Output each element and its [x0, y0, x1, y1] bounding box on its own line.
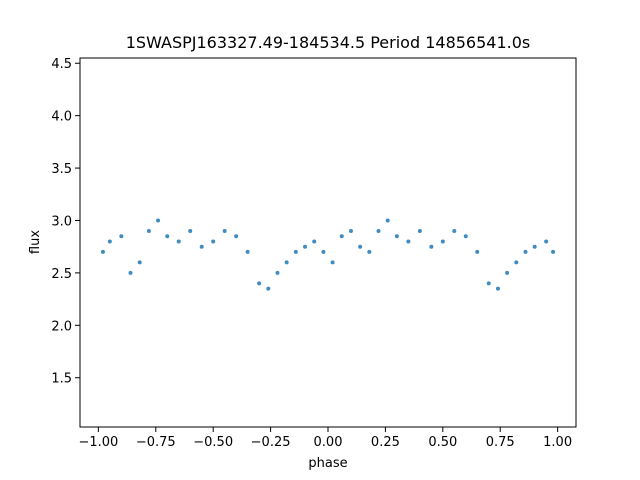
data-point: [176, 239, 181, 244]
x-tick-label: 0.25: [371, 435, 400, 450]
y-tick-label: 2.5: [51, 267, 72, 282]
x-tick-label: 0.00: [314, 435, 343, 450]
x-axis-label: phase: [308, 456, 347, 471]
data-point: [137, 260, 142, 265]
data-point: [199, 244, 204, 249]
x-tick-label: −0.75: [136, 435, 176, 450]
data-point: [119, 234, 124, 239]
x-tick-label: −0.25: [251, 435, 291, 450]
data-point: [188, 228, 193, 233]
data-point: [452, 228, 457, 233]
data-point: [475, 249, 480, 254]
data-point: [128, 270, 133, 275]
x-tick-label: 1.00: [543, 435, 572, 450]
x-tick-label: −1.00: [78, 435, 118, 450]
data-point: [505, 270, 510, 275]
data-point: [385, 218, 390, 223]
scatter-points: [100, 218, 556, 291]
data-point: [100, 249, 105, 254]
data-point: [275, 270, 280, 275]
y-tick-label: 2.0: [51, 319, 72, 334]
x-tick-label: 0.50: [428, 435, 457, 450]
data-point: [463, 234, 468, 239]
data-point: [348, 228, 353, 233]
data-point: [339, 234, 344, 239]
data-point: [245, 249, 250, 254]
data-point: [551, 249, 556, 254]
x-axis-ticks: −1.00 −0.75 −0.50 −0.25 0.00 0.25 0.50 0.75 1.00: [78, 427, 572, 450]
data-point: [165, 234, 170, 239]
data-point: [146, 228, 151, 233]
data-point: [222, 228, 227, 233]
data-point: [514, 260, 519, 265]
data-point: [293, 249, 298, 254]
data-point: [394, 234, 399, 239]
data-point: [406, 239, 411, 244]
data-point: [266, 286, 271, 291]
y-axis-label: flux: [28, 230, 43, 254]
y-tick-label: 1.5: [51, 372, 72, 387]
data-point: [486, 281, 491, 286]
y-tick-label: 3.0: [51, 214, 72, 229]
data-point: [211, 239, 216, 244]
y-axis-ticks: 1.5 2.0 2.5 3.0 3.5 4.0 4.5: [51, 57, 80, 387]
x-tick-label: −0.50: [193, 435, 233, 450]
data-point: [367, 249, 372, 254]
data-point: [234, 234, 239, 239]
y-tick-label: 4.0: [51, 110, 72, 125]
data-point: [358, 244, 363, 249]
data-point: [312, 239, 317, 244]
y-tick-label: 3.5: [51, 162, 72, 177]
data-point: [544, 239, 549, 244]
data-point: [523, 249, 528, 254]
chart-title: 1SWASPJ163327.49-184534.5 Period 1485654…: [126, 33, 531, 52]
data-point: [429, 244, 434, 249]
data-point: [440, 239, 445, 244]
data-point: [156, 218, 161, 223]
data-point: [284, 260, 289, 265]
data-point: [321, 249, 326, 254]
data-point: [532, 244, 537, 249]
data-point: [107, 239, 112, 244]
data-point: [257, 281, 262, 286]
data-point: [495, 286, 500, 291]
data-point: [417, 228, 422, 233]
y-tick-label: 4.5: [51, 57, 72, 72]
data-point: [330, 260, 335, 265]
data-point: [376, 228, 381, 233]
x-tick-label: 0.75: [486, 435, 515, 450]
data-point: [303, 244, 308, 249]
